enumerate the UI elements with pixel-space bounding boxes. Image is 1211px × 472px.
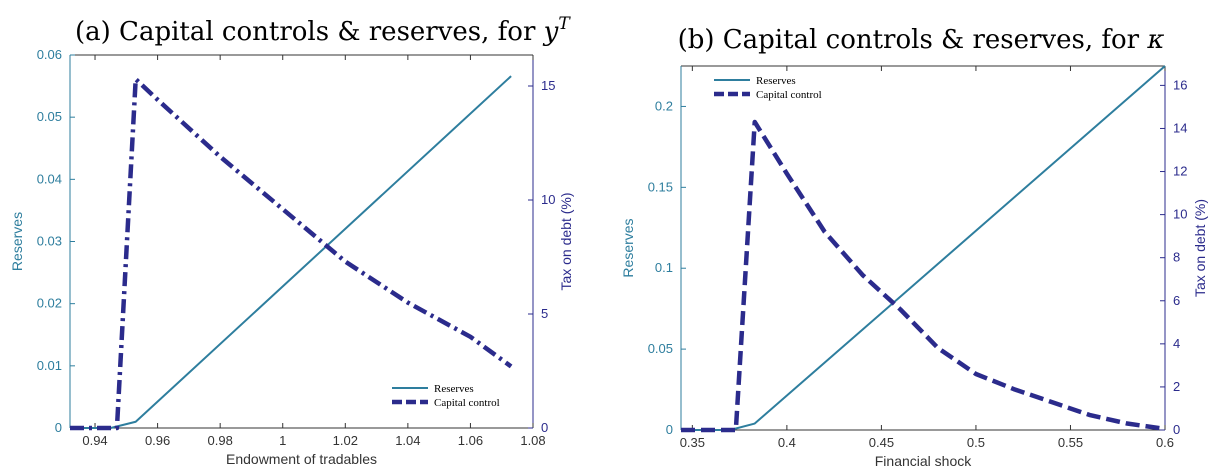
x-axis-label: Financial shock [875, 453, 972, 469]
chart-panel-a: (a) Capital controls & reserves, for yT 0… [9, 14, 574, 467]
x-tick-label: 0.55 [1058, 435, 1083, 450]
y-right-tick-label: 5 [541, 306, 548, 321]
y-left-tick-label: 0.05 [37, 109, 62, 124]
y-left-tick-label: 0.05 [648, 341, 673, 356]
y-right-axis-label: Tax on debt (%) [1192, 199, 1208, 297]
x-tick-label: 0.96 [145, 433, 170, 448]
y-left-axis-label: Reserves [620, 218, 636, 277]
y-right-tick-label: 4 [1173, 336, 1180, 351]
chart-title-symbol: y [543, 17, 559, 47]
y-right-tick-label: 12 [1173, 164, 1187, 179]
x-tick-label: 1.04 [395, 433, 420, 448]
legend-label-capital-control: Capital control [434, 397, 500, 409]
y-left-tick-label: 0.04 [37, 171, 62, 186]
x-tick-label: 0.35 [680, 435, 705, 450]
reserves-line [70, 75, 512, 429]
y-left-tick-label: 0.02 [37, 296, 62, 311]
x-tick-label: 0.45 [869, 435, 894, 450]
y-left-tick-label: 0.01 [37, 358, 62, 373]
y-right-tick-label: 10 [541, 192, 555, 207]
y-left-tick-label: 0.03 [37, 234, 62, 249]
y-left-tick-label: 0.06 [37, 47, 62, 62]
chart-panel-b: (b) Capital controls & reserves, for κ 0.… [620, 25, 1208, 469]
y-left-tick-label: 0 [666, 422, 673, 437]
x-tick-label: 0.6 [1156, 435, 1174, 450]
y-left-tick-label: 0.2 [655, 98, 673, 113]
y-right-tick-label: 2 [1173, 379, 1180, 394]
x-tick-label: 1 [279, 433, 286, 448]
chart-title: (b) Capital controls & reserves, for κ [678, 25, 1165, 55]
chart-legend: Reserves Capital control [392, 383, 500, 409]
chart-legend: Reserves Capital control [714, 75, 822, 101]
y-left-axis-label: Reserves [9, 212, 25, 271]
y-left-tick-label: 0 [55, 420, 62, 435]
y-right-tick-label: 14 [1173, 120, 1187, 135]
x-tick-label: 0.4 [778, 435, 796, 450]
legend-label-reserves: Reserves [756, 75, 796, 87]
x-tick-label: 0.94 [82, 433, 107, 448]
x-axis-label: Endowment of tradables [226, 451, 377, 467]
y-right-tick-label: 15 [541, 78, 555, 93]
y-right-tick-label: 8 [1173, 250, 1180, 265]
capital-control-line [70, 76, 513, 431]
chart-title-superscript: T [558, 14, 571, 34]
y-left-tick-label: 0.1 [655, 260, 673, 275]
y-left-tick-label: 0.15 [648, 179, 673, 194]
y-right-tick-label: 0 [541, 420, 548, 435]
chart-title-text: (b) Capital controls & reserves, for [678, 25, 1148, 55]
x-tick-label: 1.06 [458, 433, 483, 448]
y-right-tick-label: 0 [1173, 422, 1180, 437]
x-tick-label: 0.5 [967, 435, 985, 450]
capital-control-line [681, 119, 1166, 433]
x-tick-label: 0.98 [208, 433, 233, 448]
y-right-tick-label: 10 [1173, 207, 1187, 222]
y-right-tick-label: 16 [1173, 77, 1187, 92]
x-tick-label: 1.02 [333, 433, 358, 448]
legend-label-capital-control: Capital control [756, 89, 822, 101]
chart-title-symbol: κ [1146, 25, 1164, 55]
chart-title: (a) Capital controls & reserves, for yT [75, 14, 571, 47]
y-right-axis-label: Tax on debt (%) [558, 192, 574, 290]
y-right-tick-label: 6 [1173, 293, 1180, 308]
chart-title-text: (a) Capital controls & reserves, for [75, 17, 544, 47]
x-tick-label: 1.08 [520, 433, 545, 448]
legend-label-reserves: Reserves [434, 383, 474, 395]
